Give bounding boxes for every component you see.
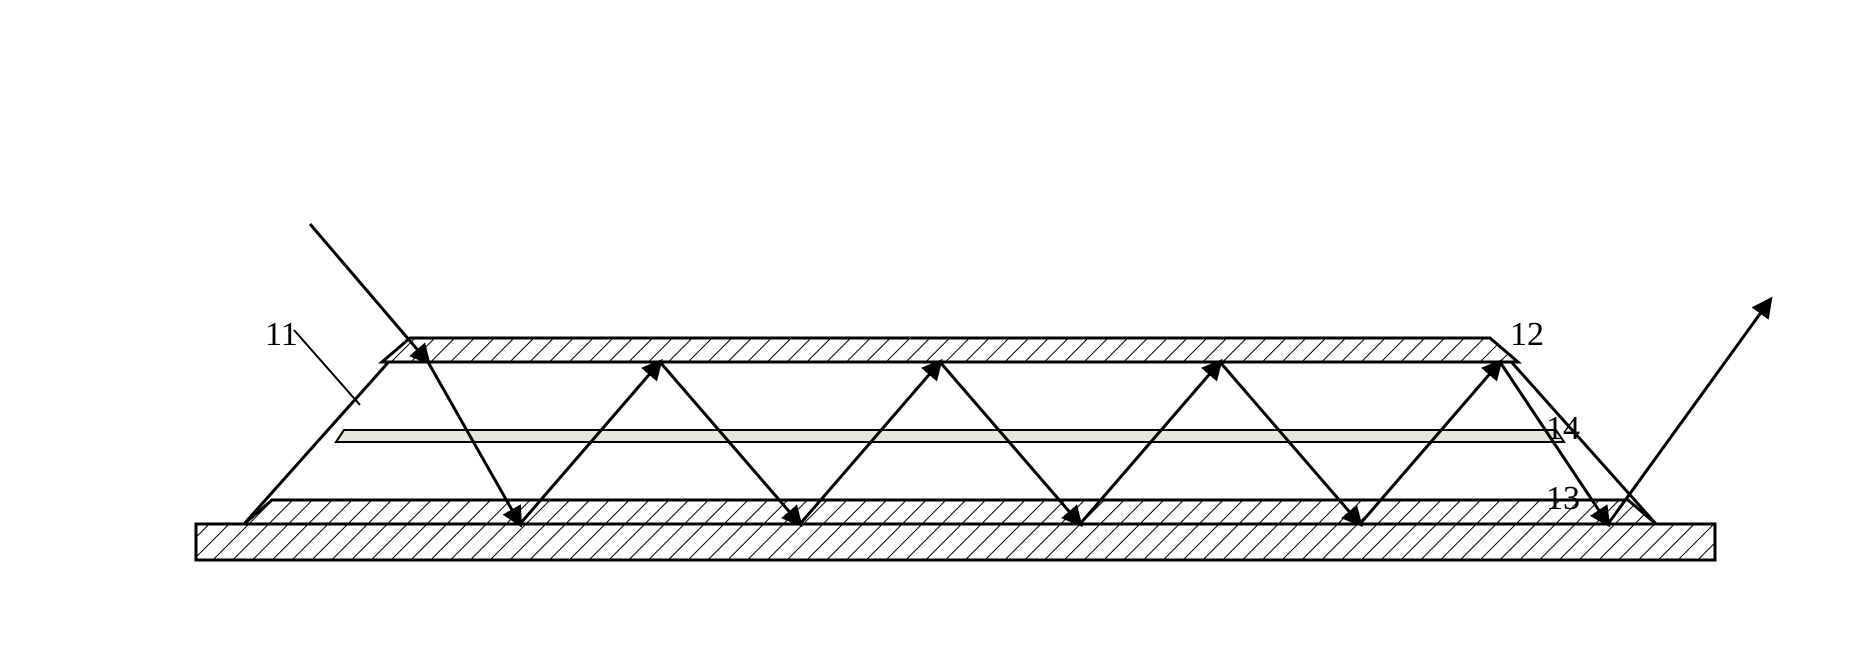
label-13: 13 xyxy=(1546,480,1580,518)
label-12: 12 xyxy=(1510,316,1544,354)
diagram-root: 11 12 14 13 xyxy=(0,0,1851,653)
label-14: 14 xyxy=(1546,410,1580,448)
label-11: 11 xyxy=(265,316,298,354)
